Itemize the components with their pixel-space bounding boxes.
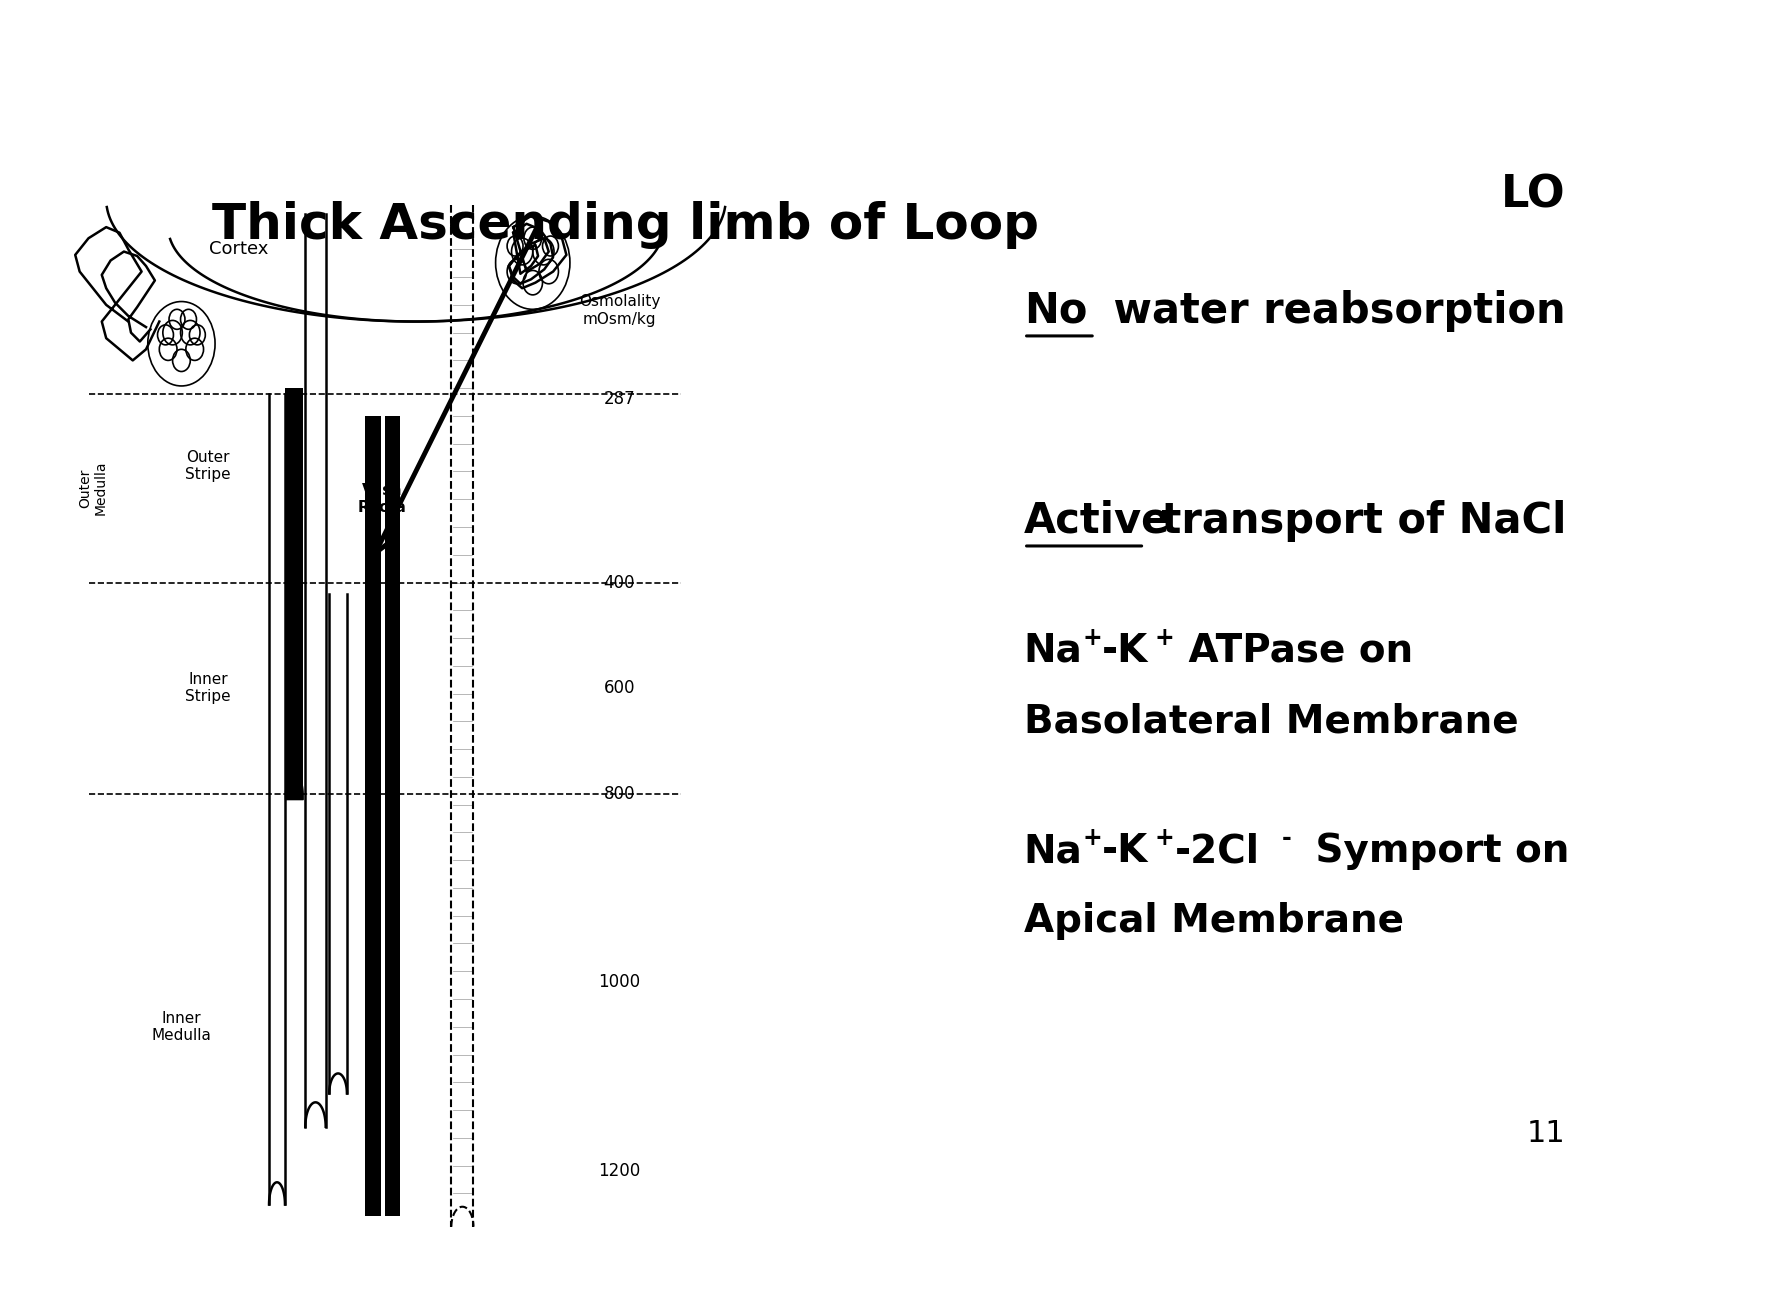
Text: Active: Active	[1023, 500, 1170, 542]
Text: transport of NaCl: transport of NaCl	[1147, 500, 1566, 542]
Bar	[386, 416, 400, 1216]
Text: Osmolality
mOsm/kg: Osmolality mOsm/kg	[579, 295, 660, 326]
Text: +: +	[1154, 626, 1174, 650]
Text: 600: 600	[604, 679, 635, 698]
Text: 1000: 1000	[598, 973, 641, 991]
Bar	[365, 416, 381, 1216]
Text: +: +	[1083, 826, 1103, 850]
Text: 287: 287	[604, 390, 635, 408]
Text: water reabsorption: water reabsorption	[1099, 290, 1566, 333]
Text: -K: -K	[1103, 833, 1149, 870]
Text: Na: Na	[1023, 833, 1083, 870]
Text: 400: 400	[604, 574, 635, 591]
Text: Apical Membrane: Apical Membrane	[1023, 902, 1404, 940]
Text: Cortex: Cortex	[209, 240, 269, 259]
Text: 800: 800	[604, 785, 635, 803]
Text: Inner
Medulla: Inner Medulla	[152, 1011, 211, 1043]
Text: Na: Na	[1023, 633, 1083, 670]
Text: -K: -K	[1103, 633, 1149, 670]
Text: +: +	[1083, 626, 1103, 650]
Text: Inner
Stripe: Inner Stripe	[186, 672, 230, 704]
Text: Outer
Stripe: Outer Stripe	[186, 449, 230, 482]
Text: 11: 11	[1528, 1120, 1566, 1148]
Text: +: +	[1154, 826, 1174, 850]
Text: Basolateral Membrane: Basolateral Membrane	[1023, 701, 1519, 740]
Text: Symport on: Symport on	[1303, 833, 1570, 870]
Text: Thick Ascending limb of Loop: Thick Ascending limb of Loop	[212, 201, 1039, 249]
Text: No: No	[1023, 290, 1087, 333]
Text: ATPase on: ATPase on	[1175, 633, 1412, 670]
Text: LO: LO	[1501, 174, 1566, 217]
Text: 1200: 1200	[598, 1163, 641, 1181]
Text: -: -	[1281, 826, 1292, 850]
Text: Vasa
Recta: Vasa Recta	[358, 482, 407, 514]
Bar	[285, 388, 303, 794]
Text: -2Cl: -2Cl	[1175, 833, 1260, 870]
Text: Outer
Medulla: Outer Medulla	[78, 461, 108, 516]
